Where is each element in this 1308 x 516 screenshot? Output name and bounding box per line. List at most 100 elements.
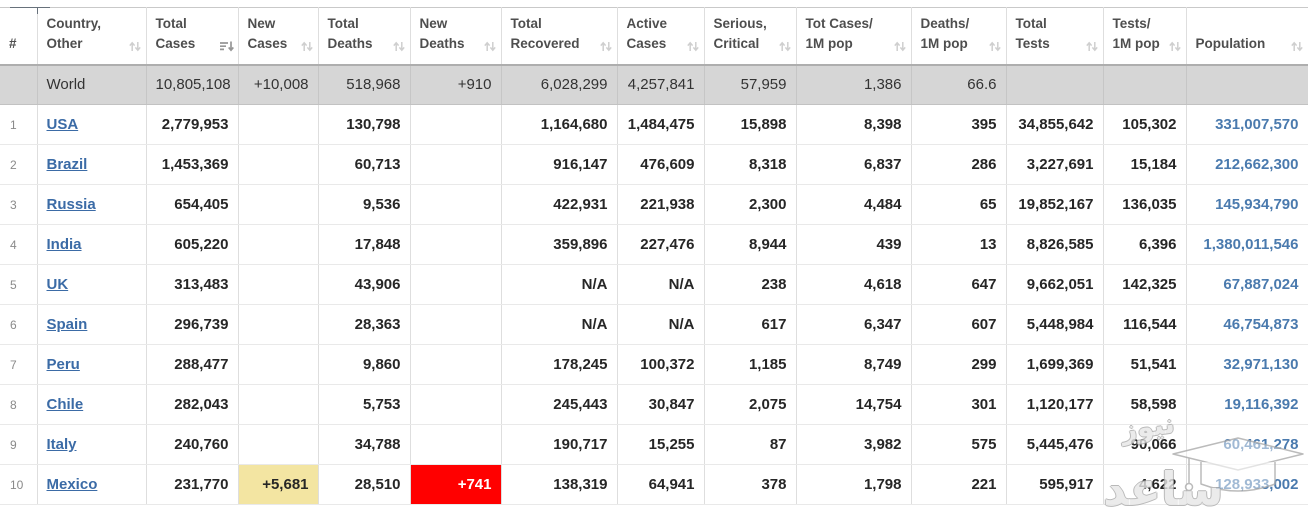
col-label-total_recovered: Total Recovered <box>510 16 580 52</box>
cell-new_deaths <box>410 104 502 145</box>
cell-deaths_per_1m: 301 <box>911 384 1007 425</box>
cell-new_cases <box>238 264 319 305</box>
cell-cases_per_1m: 3,982 <box>796 424 912 465</box>
cell-total_cases: 282,043 <box>146 384 239 425</box>
cell-serious_critical: 15,898 <box>704 104 797 145</box>
cell-country: Italy <box>37 424 147 465</box>
cell-cases_per_1m: 8,749 <box>796 344 912 385</box>
cell-active_cases: 221,938 <box>617 184 705 225</box>
country-link[interactable]: Chile <box>46 396 84 413</box>
country-link[interactable]: Peru <box>46 356 80 373</box>
sort-toggle-icon[interactable] <box>778 40 792 53</box>
country-link[interactable]: Italy <box>46 436 77 453</box>
country-row: 2 Brazil 1,453,369 60,713 916,147 476,609 8,31… <box>0 144 1308 185</box>
sort-toggle-icon[interactable] <box>1290 40 1304 53</box>
cell-country: India <box>37 224 147 265</box>
cell-tests_per_1m: 51,541 <box>1103 344 1187 385</box>
cell-country: UK <box>37 264 147 305</box>
country-row: 9 Italy 240,760 34,788 190,717 15,255 87 3,982 5… <box>0 424 1308 465</box>
cell-tests_per_1m: 6,396 <box>1103 224 1187 265</box>
cell-total_cases: 654,405 <box>146 184 239 225</box>
col-header-total_tests[interactable]: Total Tests <box>1006 7 1104 66</box>
col-header-new_cases[interactable]: New Cases <box>238 7 319 66</box>
cell-total_tests: 19,852,167 <box>1006 184 1104 225</box>
col-label-serious_critical: Serious, Critical <box>713 16 767 52</box>
country-link[interactable]: India <box>46 236 82 253</box>
cell-population: 128,933,002 <box>1186 464 1308 505</box>
country-link[interactable]: Brazil <box>46 156 88 173</box>
cell-cases_per_1m: 14,754 <box>796 384 912 425</box>
cell-total_cases: 240,760 <box>146 424 239 465</box>
cell-country: USA <box>37 104 147 145</box>
cell-active_cases: 227,476 <box>617 224 705 265</box>
col-label-new_deaths: New Deaths <box>419 16 465 52</box>
country-link[interactable]: Russia <box>46 196 96 213</box>
cell-new_deaths: +910 <box>410 64 502 105</box>
cell-new_cases <box>238 384 319 425</box>
country-link[interactable]: Spain <box>46 316 88 333</box>
cell-new_deaths <box>410 384 502 425</box>
cell-population: 32,971,130 <box>1186 344 1308 385</box>
cell-new_deaths <box>410 424 502 465</box>
sort-toggle-icon[interactable] <box>1168 40 1182 53</box>
country-link[interactable]: Mexico <box>46 476 98 493</box>
cell-population: 19,116,392 <box>1186 384 1308 425</box>
col-header-deaths_per_1m[interactable]: Deaths/ 1M pop <box>911 7 1007 66</box>
cell-total_deaths: 28,510 <box>318 464 411 505</box>
cell-population <box>1186 64 1308 105</box>
cell-total_cases: 10,805,108 <box>146 64 239 105</box>
col-label-total_tests: Total Tests <box>1015 16 1050 52</box>
sort-toggle-icon[interactable] <box>988 40 1002 53</box>
table-body: World 10,805,108 +10,008 518,968 +910 6,028,2… <box>0 64 1308 505</box>
col-header-country[interactable]: Country, Other <box>37 7 147 66</box>
cell-serious_critical: 57,959 <box>704 64 797 105</box>
col-header-cases_per_1m[interactable]: Tot Cases/ 1M pop <box>796 7 912 66</box>
cell-active_cases: 100,372 <box>617 344 705 385</box>
country-link[interactable]: USA <box>46 116 79 133</box>
cell-deaths_per_1m: 221 <box>911 464 1007 505</box>
col-header-active_cases[interactable]: Active Cases <box>617 7 705 66</box>
sorted-desc-icon[interactable] <box>219 40 234 53</box>
cell-tests_per_1m: 136,035 <box>1103 184 1187 225</box>
cell-country: Spain <box>37 304 147 345</box>
cell-active_cases: 1,484,475 <box>617 104 705 145</box>
cell-deaths_per_1m: 575 <box>911 424 1007 465</box>
cell-country: Russia <box>37 184 147 225</box>
cell-rank <box>0 64 38 105</box>
cell-new_cases: +5,681 <box>238 464 319 505</box>
col-label-country: Country, Other <box>46 16 102 52</box>
sort-toggle-icon[interactable] <box>1085 40 1099 53</box>
sort-toggle-icon[interactable] <box>128 40 142 53</box>
cell-cases_per_1m: 1,798 <box>796 464 912 505</box>
cell-total_recovered: 916,147 <box>501 144 618 185</box>
sort-toggle-icon[interactable] <box>599 40 613 53</box>
col-label-total_deaths: Total Deaths <box>327 16 373 52</box>
country-link[interactable]: UK <box>46 276 69 293</box>
cell-new_deaths <box>410 224 502 265</box>
sort-toggle-icon[interactable] <box>300 40 314 53</box>
cell-cases_per_1m: 4,484 <box>796 184 912 225</box>
col-header-population[interactable]: Population <box>1186 7 1308 66</box>
cell-total_tests: 595,917 <box>1006 464 1104 505</box>
cell-country: Mexico <box>37 464 147 505</box>
cell-tests_per_1m: 142,325 <box>1103 264 1187 305</box>
cell-active_cases: 15,255 <box>617 424 705 465</box>
col-header-new_deaths[interactable]: New Deaths <box>410 7 502 66</box>
cell-deaths_per_1m: 286 <box>911 144 1007 185</box>
cell-new_cases <box>238 144 319 185</box>
cell-new_cases <box>238 304 319 345</box>
col-header-total_recovered[interactable]: Total Recovered <box>501 7 618 66</box>
cell-total_deaths: 43,906 <box>318 264 411 305</box>
cell-population: 46,754,873 <box>1186 304 1308 345</box>
sort-toggle-icon[interactable] <box>893 40 907 53</box>
col-header-serious_critical[interactable]: Serious, Critical <box>704 7 797 66</box>
cell-total_deaths: 17,848 <box>318 224 411 265</box>
col-header-total_cases[interactable]: Total Cases <box>146 7 239 66</box>
sort-toggle-icon[interactable] <box>392 40 406 53</box>
col-header-tests_per_1m[interactable]: Tests/ 1M pop <box>1103 7 1187 66</box>
cell-new_cases: +10,008 <box>238 64 319 105</box>
cell-country: World <box>37 64 147 105</box>
col-header-total_deaths[interactable]: Total Deaths <box>318 7 411 66</box>
sort-toggle-icon[interactable] <box>686 40 700 53</box>
sort-toggle-icon[interactable] <box>483 40 497 53</box>
